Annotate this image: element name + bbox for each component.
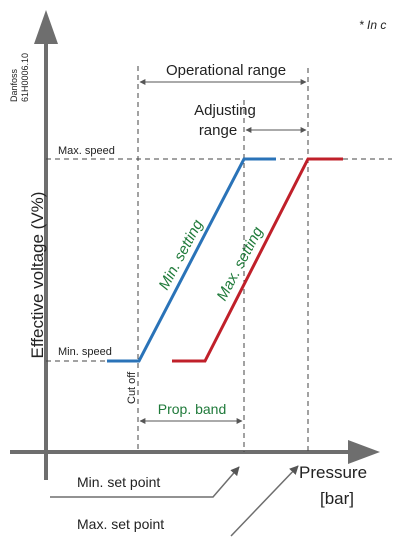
watermark-line1: Danfoss [9, 68, 19, 102]
max-set-point-label: Max. set point [77, 516, 164, 532]
min-set-point-pointer [50, 466, 240, 498]
adjusting-range-label-line1: Adjusting [194, 102, 256, 119]
y-axis [34, 10, 58, 480]
cut-off-label: Cut off [126, 371, 138, 404]
x-axis-label-line1: Pressure [299, 463, 367, 482]
prop-band-label: Prop. band [158, 401, 227, 417]
adjusting-range-label-line2: range [199, 122, 237, 139]
watermark-line2: 61H0006.10 [20, 53, 30, 102]
corner-note: * In c [359, 18, 386, 32]
min-set-point-label: Min. set point [77, 474, 160, 490]
x-axis-label-line2: [bar] [320, 489, 354, 508]
max-set-point-pointer [230, 465, 299, 537]
min-speed-label: Min. speed [58, 346, 112, 358]
y-axis-label: Effective voltage (V%) [28, 192, 47, 359]
operational-range-label: Operational range [166, 62, 286, 79]
max-setting-line [172, 157, 343, 363]
x-axis [10, 440, 380, 464]
max-speed-label: Max. speed [58, 145, 115, 157]
min-setting-line [107, 157, 276, 363]
